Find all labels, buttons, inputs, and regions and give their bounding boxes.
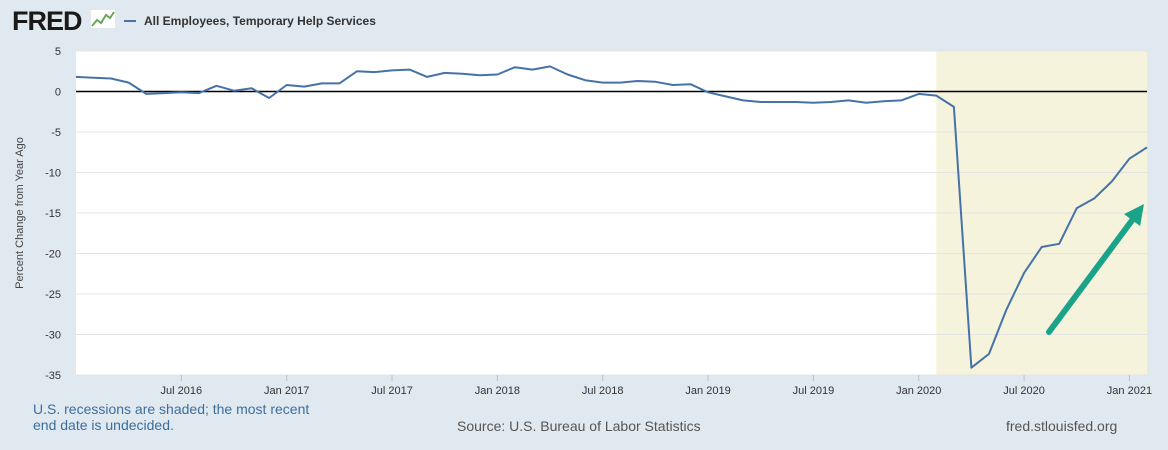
x-tick-label: Jul 2016 [161, 385, 203, 397]
x-tick-label: Jul 2018 [582, 385, 624, 397]
x-tick-label: Jul 2020 [1003, 385, 1045, 397]
y-tick-label: -5 [51, 127, 61, 139]
annotation-layer [1046, 204, 1144, 335]
logo-chart-icon [90, 9, 116, 29]
y-tick-label: 5 [55, 46, 61, 58]
y-axis-label: Percent Change from Year Ago [14, 137, 26, 289]
fred-logo[interactable]: FRED [12, 6, 82, 36]
x-tick-label: Jan 2018 [475, 385, 520, 397]
y-tick-label: -25 [45, 289, 61, 301]
line-chart: 50-5-10-15-20-25-30-35 Jul 2016 Jan 2017 J… [14, 46, 1152, 397]
x-tick-label: Jul 2019 [793, 385, 835, 397]
y-tick-label: -10 [45, 168, 61, 180]
y-tick-label: 0 [55, 87, 61, 99]
x-tick-label: Jan 2017 [264, 385, 309, 397]
annotation-arrow-shaft [1046, 212, 1139, 335]
legend[interactable]: All Employees, Temporary Help Services [124, 12, 376, 30]
y-axis: 5 0 -5 -10 -15 -20 -25 -30 -35 [45, 46, 61, 382]
x-tick-label: Jul 2017 [371, 385, 413, 397]
y-tick-label: -35 [45, 370, 61, 382]
series-line[interactable] [75, 65, 1148, 369]
chart-header: FRED All Employees, Temporary Help Servi… [0, 0, 1168, 42]
grid-layer [76, 50, 1147, 376]
x-tick-label: Jan 2019 [685, 385, 730, 397]
fred-url[interactable]: fred.stlouisfed.org [1006, 418, 1118, 434]
legend-label: All Employees, Temporary Help Services [144, 14, 376, 28]
y-tick-label: -30 [45, 330, 61, 342]
legend-swatch [124, 20, 136, 22]
annotation-arrow-head [1124, 204, 1144, 227]
x-axis: Jul 2016 Jan 2017 Jul 2017 Jan 2018 Jul 2018… [161, 375, 1152, 397]
y-tick-label: -15 [45, 208, 61, 220]
x-tick-label: Jan 2020 [896, 385, 941, 397]
x-tick-label: Jan 2021 [1107, 385, 1152, 397]
source-credit[interactable]: Source: U.S. Bureau of Labor Statistics [457, 418, 701, 434]
series-layer [75, 65, 1148, 369]
y-tick-label: -20 [45, 249, 61, 261]
recession-note: U.S. recessions are shaded; the most rec… [33, 401, 310, 433]
